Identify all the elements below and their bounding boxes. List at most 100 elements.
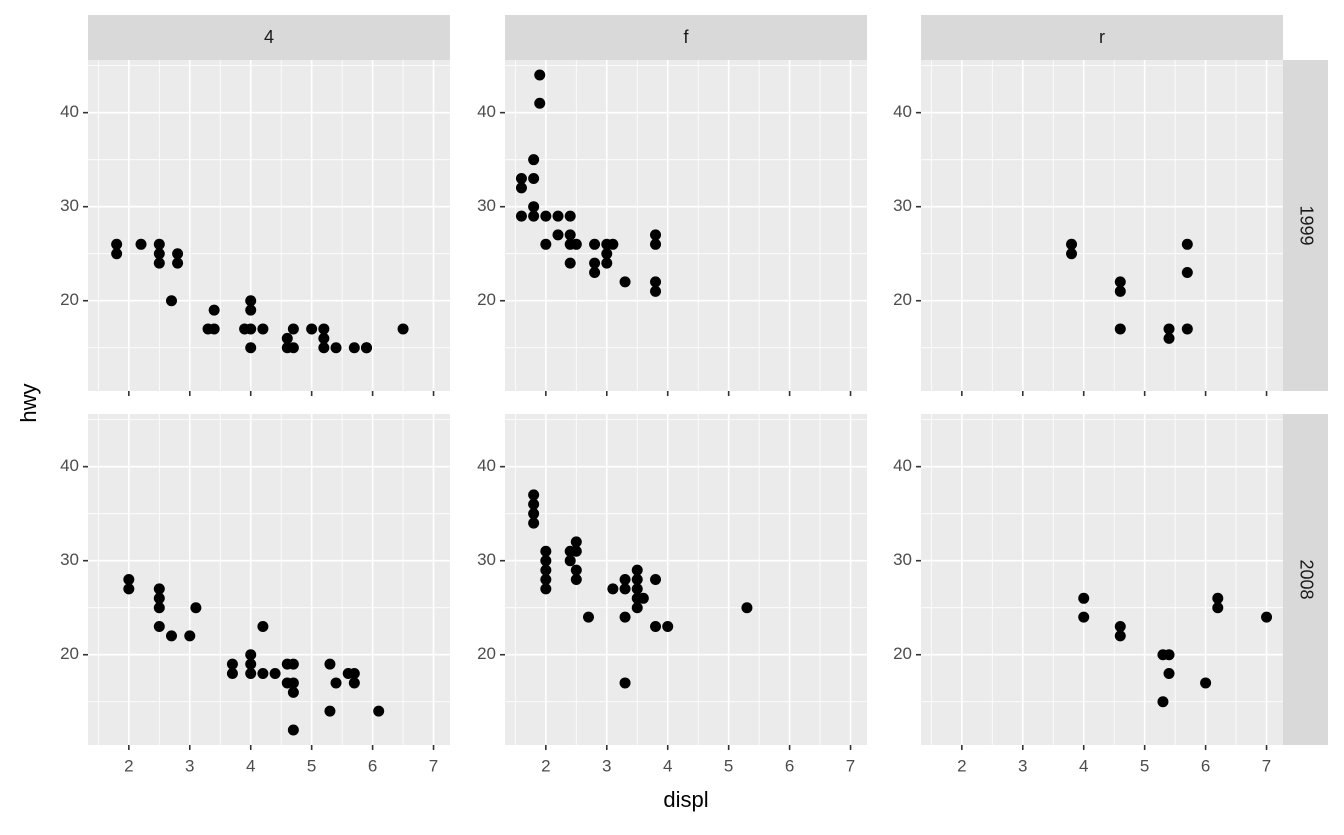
point	[637, 592, 649, 604]
point	[1078, 592, 1090, 604]
point	[257, 668, 269, 680]
point	[184, 630, 196, 642]
point	[348, 668, 360, 680]
point	[650, 229, 662, 241]
point	[570, 564, 582, 576]
y-tick-label: 20	[60, 290, 79, 309]
point	[1212, 592, 1224, 604]
y-tick-label: 40	[893, 456, 912, 475]
panel-background	[88, 60, 450, 391]
point	[153, 238, 165, 250]
point	[1114, 276, 1126, 288]
point	[607, 583, 619, 595]
point	[1181, 267, 1193, 279]
point	[111, 238, 123, 250]
point	[619, 574, 631, 585]
point	[619, 677, 631, 689]
point	[208, 323, 220, 335]
point	[330, 677, 342, 689]
point	[1163, 332, 1175, 344]
point	[1181, 238, 1193, 250]
point	[135, 238, 147, 250]
point	[172, 248, 184, 260]
point	[1078, 611, 1090, 623]
point	[281, 332, 293, 344]
x-tick-label: 4	[663, 756, 672, 775]
x-tick-label: 7	[1262, 756, 1271, 775]
point	[589, 257, 601, 269]
point	[153, 257, 165, 269]
point	[1163, 323, 1175, 335]
point	[287, 323, 299, 335]
point	[552, 229, 564, 241]
point	[318, 323, 330, 335]
point	[601, 248, 613, 260]
x-tick-label: 5	[1140, 756, 1149, 775]
panel-background	[505, 60, 867, 391]
point	[540, 238, 552, 250]
point	[269, 668, 281, 680]
point	[245, 342, 257, 354]
point	[324, 705, 336, 717]
point	[348, 342, 360, 354]
point	[287, 658, 299, 670]
point	[245, 668, 257, 680]
y-tick-label: 40	[477, 102, 496, 121]
point	[570, 545, 582, 557]
point	[318, 332, 330, 344]
point	[1200, 677, 1212, 689]
point	[570, 238, 582, 250]
point	[570, 574, 582, 585]
point	[528, 489, 540, 501]
y-tick-label: 20	[893, 644, 912, 663]
point	[1114, 323, 1126, 335]
point	[564, 257, 576, 269]
point	[1114, 285, 1126, 297]
strip	[921, 15, 1283, 60]
point	[528, 172, 540, 184]
point	[662, 621, 674, 633]
point	[190, 602, 202, 614]
strip-label: 2008	[1296, 559, 1316, 599]
point	[397, 323, 409, 335]
point	[631, 583, 643, 595]
point	[226, 668, 238, 680]
strip-label: r	[1099, 27, 1105, 47]
x-tick-label: 2	[957, 756, 966, 775]
point	[348, 677, 360, 689]
point	[631, 602, 643, 614]
y-tick-label: 20	[477, 290, 496, 309]
point	[1212, 602, 1224, 614]
x-tick-label: 6	[1201, 756, 1210, 775]
point	[287, 342, 299, 354]
panel-background	[921, 60, 1283, 391]
point	[515, 172, 527, 184]
panel-background	[921, 414, 1283, 745]
y-tick-label: 20	[60, 644, 79, 663]
point	[534, 69, 546, 81]
point	[619, 583, 631, 595]
point	[245, 658, 257, 670]
point	[245, 649, 257, 661]
strip-label: 4	[264, 27, 274, 47]
x-tick-label: 3	[1018, 756, 1027, 775]
point	[741, 602, 753, 614]
y-tick-label: 30	[893, 550, 912, 569]
y-tick-label: 30	[893, 196, 912, 215]
point	[564, 555, 576, 567]
point	[1066, 248, 1078, 260]
y-tick-label: 20	[477, 644, 496, 663]
point	[1181, 323, 1193, 335]
x-tick-label: 3	[602, 756, 611, 775]
y-tick-label: 30	[477, 550, 496, 569]
point	[631, 574, 643, 585]
point	[540, 555, 552, 567]
point	[564, 229, 576, 241]
point	[528, 517, 540, 529]
x-tick-label: 5	[724, 756, 733, 775]
point	[1163, 649, 1175, 661]
point	[257, 621, 269, 633]
y-tick-label: 30	[477, 196, 496, 215]
strip-label: f	[683, 27, 689, 47]
